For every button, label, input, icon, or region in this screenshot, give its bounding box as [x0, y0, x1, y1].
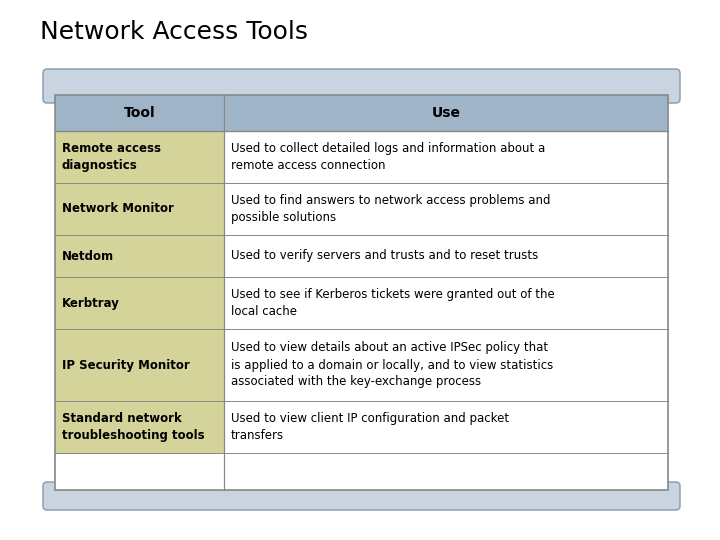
Text: Tool: Tool: [123, 106, 155, 120]
Bar: [55, 131, 224, 183]
Bar: [224, 183, 668, 235]
Text: Network Access Tools: Network Access Tools: [40, 20, 308, 44]
Bar: [55, 329, 224, 401]
Bar: [224, 235, 668, 277]
Bar: [55, 235, 224, 277]
Text: Used to collect detailed logs and information about a
remote access connection: Used to collect detailed logs and inform…: [230, 142, 545, 172]
Text: Netdom: Netdom: [62, 249, 114, 262]
Bar: [55, 401, 224, 453]
Text: Used to view client IP configuration and packet
transfers: Used to view client IP configuration and…: [230, 412, 509, 442]
FancyBboxPatch shape: [43, 482, 680, 510]
Text: Used to verify servers and trusts and to reset trusts: Used to verify servers and trusts and to…: [230, 249, 538, 262]
Text: Network Monitor: Network Monitor: [62, 202, 174, 215]
Text: Used to find answers to network access problems and
possible solutions: Used to find answers to network access p…: [230, 194, 550, 224]
Bar: [224, 277, 668, 329]
Bar: [55, 183, 224, 235]
Bar: [55, 95, 668, 131]
Text: Kerbtray: Kerbtray: [62, 296, 120, 309]
Text: Remote access
diagnostics: Remote access diagnostics: [62, 142, 161, 172]
FancyBboxPatch shape: [43, 69, 680, 103]
Text: Standard network
troubleshooting tools: Standard network troubleshooting tools: [62, 412, 204, 442]
Bar: [224, 329, 668, 401]
Bar: [55, 277, 224, 329]
Text: Used to view details about an active IPSec policy that
is applied to a domain or: Used to view details about an active IPS…: [230, 341, 553, 388]
Bar: [55, 95, 668, 490]
Bar: [224, 401, 668, 453]
Text: Use: Use: [431, 106, 460, 120]
Bar: [55, 95, 668, 490]
Text: IP Security Monitor: IP Security Monitor: [62, 359, 190, 372]
Bar: [224, 131, 668, 183]
Text: Used to see if Kerberos tickets were granted out of the
local cache: Used to see if Kerberos tickets were gra…: [230, 288, 554, 318]
